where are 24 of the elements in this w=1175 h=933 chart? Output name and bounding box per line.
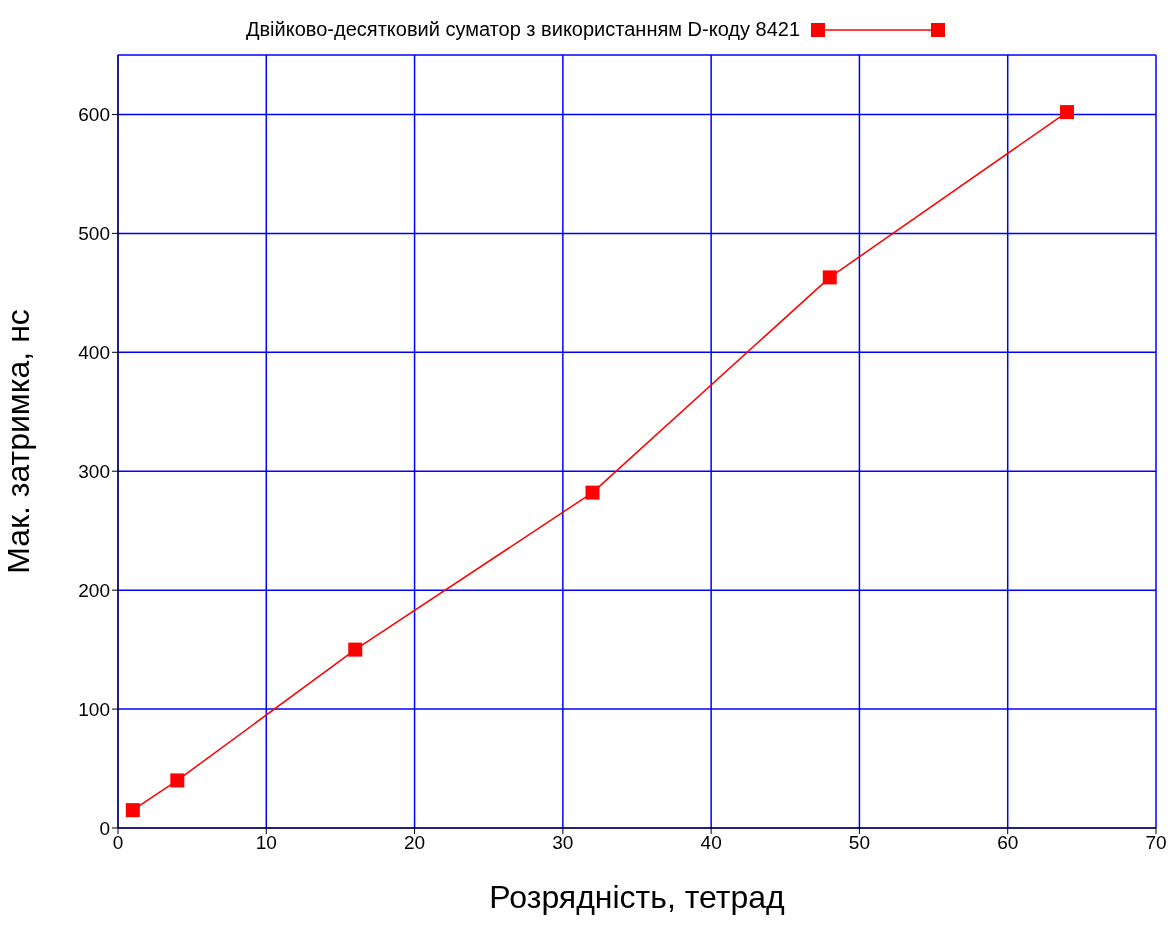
x-tick-label: 30 bbox=[552, 832, 574, 854]
point bbox=[125, 803, 140, 818]
y-tick-label: 0 bbox=[99, 817, 110, 839]
y-tick-label: 600 bbox=[78, 104, 110, 126]
point bbox=[822, 270, 837, 285]
x-tick-label: 40 bbox=[700, 832, 722, 854]
x-tick-label: 60 bbox=[997, 832, 1019, 854]
legend-label: Двійково-десятковий суматор з використанням D-коду 8421 bbox=[245, 18, 801, 41]
y-tick-label: 400 bbox=[78, 342, 110, 364]
point bbox=[170, 773, 185, 788]
x-tick-label: 20 bbox=[404, 832, 426, 854]
x-tick-label: 70 bbox=[1145, 832, 1167, 854]
point bbox=[1060, 105, 1075, 120]
y-tick-label: 100 bbox=[78, 698, 110, 720]
point bbox=[348, 642, 363, 657]
y-tick-label: 300 bbox=[78, 460, 110, 482]
x-tick-label: 50 bbox=[848, 832, 870, 854]
x-tick-label: 0 bbox=[112, 832, 124, 854]
x-axis-title: Розрядність, тетрад bbox=[489, 879, 785, 915]
point bbox=[585, 485, 600, 500]
y-axis-title: Мак. затримка, нс bbox=[0, 309, 37, 574]
y-tick-label: 200 bbox=[78, 579, 110, 601]
x-tick-label: 10 bbox=[255, 832, 277, 854]
y-tick-label: 500 bbox=[78, 223, 110, 245]
